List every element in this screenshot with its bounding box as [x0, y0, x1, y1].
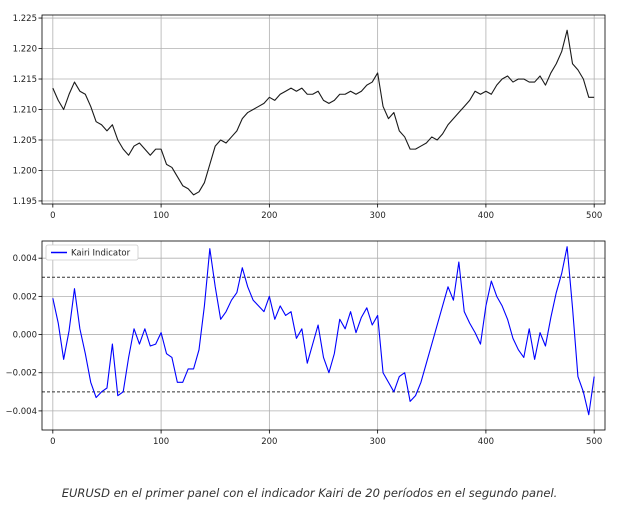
price-line	[52, 29, 595, 196]
price-ytick-label: 1.205	[13, 136, 37, 146]
price-panel: 0 100 200 300 400 500 1.195 1.200 1.205 1.210 1.2…	[13, 14, 606, 221]
price-ytick-label: 1.210	[13, 106, 37, 116]
kairi-ytick-label: 0.004	[13, 254, 37, 264]
price-ytick-label: 1.195	[13, 197, 37, 207]
price-ytick-label: 1.220	[13, 45, 37, 55]
legend-entry: Kairi Indicator	[71, 249, 131, 259]
price-yticks: 1.195 1.200 1.205 1.210 1.215 1.220 1.225	[13, 14, 42, 207]
price-xtick-label: 500	[586, 211, 602, 221]
kairi-axes-frame	[41, 240, 606, 431]
price-grid	[42, 15, 605, 204]
price-xtick-label: 100	[153, 211, 169, 221]
kairi-xtick-label: 300	[370, 437, 386, 447]
figure-caption: EURUSD en el primer panel con el indicad…	[61, 486, 558, 500]
kairi-yticks: −0.004 −0.002 0.000 0.002 0.004	[6, 254, 42, 417]
kairi-xtick-label: 100	[153, 437, 169, 447]
legend: Kairi Indicator	[45, 244, 139, 261]
price-ytick-label: 1.225	[13, 14, 37, 24]
kairi-ytick-label: 0.002	[13, 292, 37, 302]
kairi-ytick-label: 0.000	[13, 331, 37, 341]
kairi-ytick-label: −0.004	[6, 407, 37, 417]
kairi-ytick-label: −0.002	[6, 369, 37, 379]
price-xticks: 0 100 200 300 400 500	[50, 204, 602, 221]
kairi-grid	[42, 241, 605, 430]
price-xtick-label: 0	[50, 211, 55, 221]
price-xtick-label: 400	[478, 211, 494, 221]
kairi-thresholds	[42, 276, 605, 393]
legend-box	[45, 244, 139, 261]
kairi-xticks: 0 100 200 300 400 500	[50, 430, 602, 447]
kairi-xtick-label: 0	[50, 437, 55, 447]
price-ytick-label: 1.200	[13, 166, 37, 176]
kairi-xtick-label: 400	[478, 437, 494, 447]
kairi-panel: 0 100 200 300 400 500 −0.004 −0.002 0.000 0.002 0…	[6, 240, 606, 447]
kairi-line	[52, 246, 595, 416]
price-ytick-label: 1.215	[13, 75, 37, 85]
figure: 0 100 200 300 400 500 1.195 1.200 1.205 1.210 1.2…	[6, 14, 606, 447]
kairi-xtick-label: 500	[586, 437, 602, 447]
kairi-xtick-label: 200	[261, 437, 277, 447]
price-xtick-label: 300	[370, 211, 386, 221]
price-xtick-label: 200	[261, 211, 277, 221]
